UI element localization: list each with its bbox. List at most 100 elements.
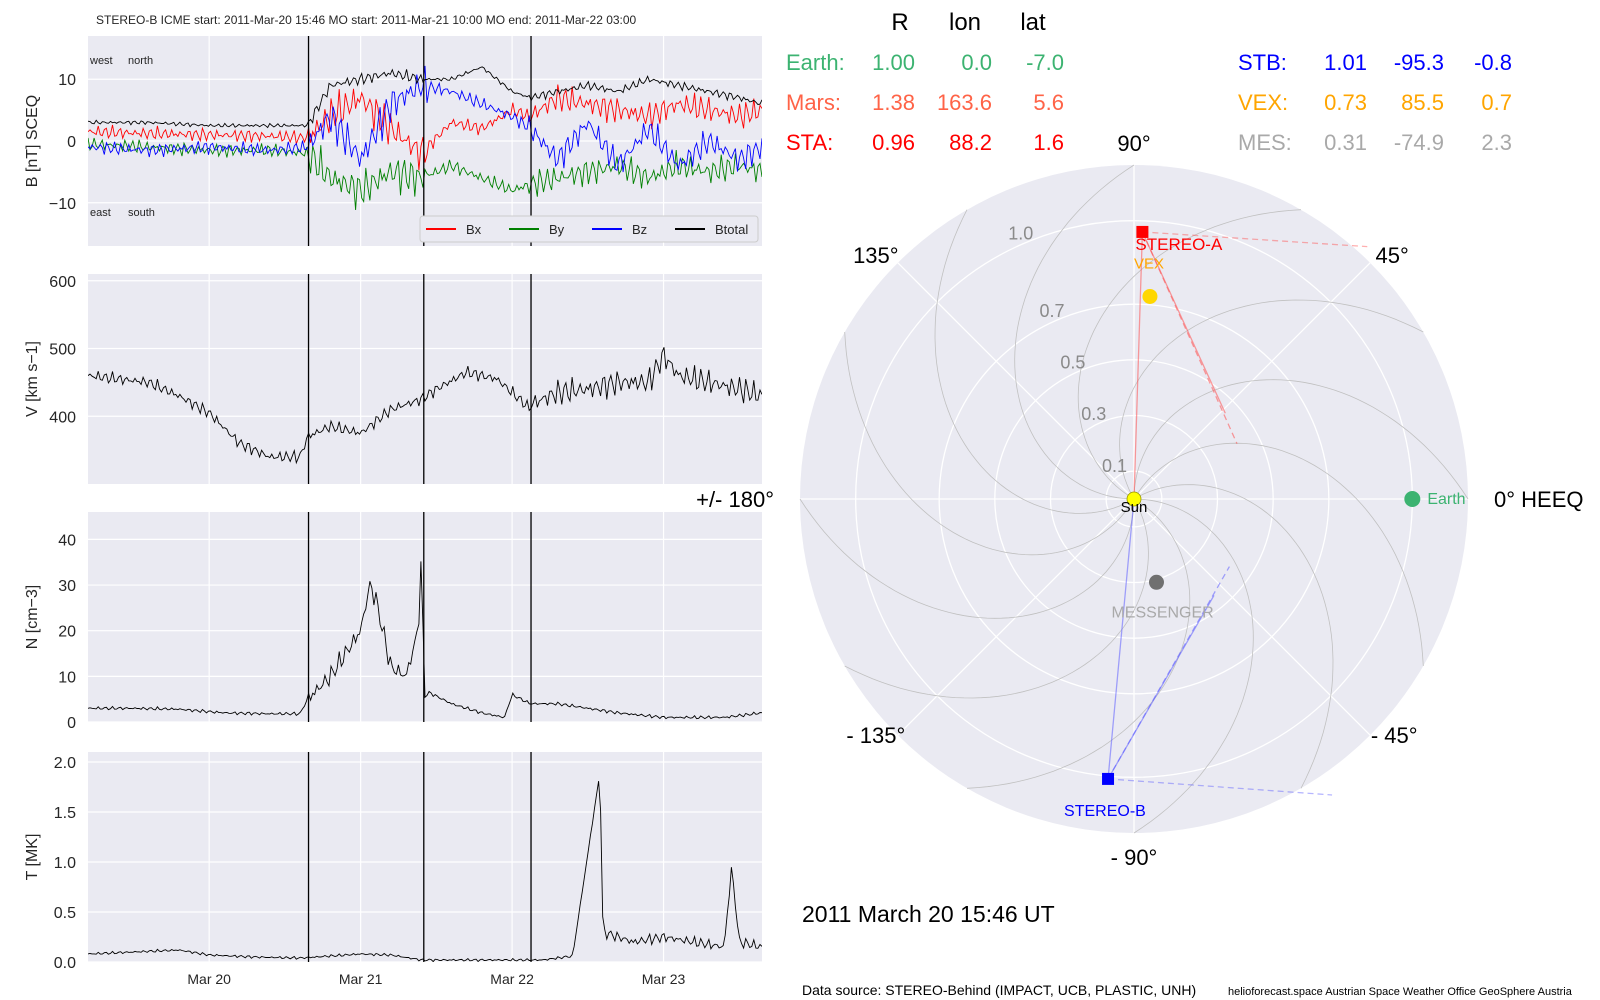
row-lat: -7.0	[1026, 50, 1064, 75]
table-header: R	[891, 9, 908, 36]
stereo-b-label: STEREO-B	[1064, 803, 1146, 820]
angle-label: 0° HEEQ	[1494, 487, 1584, 512]
row-r: 0.31	[1324, 130, 1367, 155]
annotation-north: north	[128, 55, 153, 67]
stereo-a-marker	[1136, 225, 1149, 238]
series-group	[88, 561, 762, 720]
row-lon: 88.2	[949, 130, 992, 155]
annotation-east: east	[90, 207, 111, 219]
legend-label-btotal: Btotal	[715, 222, 748, 237]
spiral-arc	[934, 209, 1135, 514]
sun-line	[1107, 498, 1135, 779]
y-tick-label: 0.5	[54, 905, 76, 922]
row-lon: 163.6	[937, 90, 992, 115]
messenger-marker	[1148, 574, 1164, 590]
x-tick-label: Mar 23	[642, 971, 686, 987]
plot-background	[88, 274, 762, 484]
radial-label: 0.7	[1040, 301, 1065, 321]
earth-label: Earth	[1427, 491, 1465, 508]
v-panel: 400 500 600 V [km s−1]	[24, 274, 762, 484]
angle-label: - 45°	[1371, 723, 1418, 748]
series-group	[88, 347, 762, 465]
messenger-label: MESSENGER	[1111, 604, 1213, 621]
y-tick-label: 10	[58, 669, 76, 686]
y-axis-label: B [nT] SCEQ	[24, 95, 41, 187]
sun-label: Sun	[1121, 499, 1148, 516]
row-lat: 1.6	[1033, 130, 1064, 155]
plot-background	[88, 752, 762, 962]
row-name: STA:	[786, 130, 833, 155]
y-tick-label: 0	[67, 715, 76, 732]
fov-lines-stereo-b	[1107, 498, 1333, 796]
x-tick-label: Mar 22	[490, 971, 534, 987]
y-tick-label: 600	[49, 274, 76, 291]
sun-line	[1133, 231, 1144, 500]
angle-label: - 135°	[846, 723, 905, 748]
row-name: STB:	[1238, 50, 1287, 75]
row-lat: 0.7	[1481, 90, 1512, 115]
row-name: MES:	[1238, 130, 1292, 155]
y-tick-label: 400	[49, 409, 76, 426]
fov-line	[1141, 231, 1226, 414]
legend-box	[419, 215, 759, 243]
stereo-b-marker	[1102, 772, 1115, 785]
vex-marker	[1142, 288, 1158, 304]
spiral-arc	[1077, 209, 1302, 500]
spiral-arc	[1119, 299, 1424, 500]
table-row: STB: 1.01 -95.3 -0.8	[1238, 50, 1512, 75]
series-group	[88, 781, 762, 962]
y-tick-label: −10	[49, 196, 76, 213]
spiral-arc	[1133, 498, 1254, 834]
radial-label: 0.3	[1081, 404, 1106, 424]
angle-label: 135°	[853, 243, 899, 268]
x-tick-label: Mar 20	[187, 971, 231, 987]
credits: helioforecast.space Austrian Space Weath…	[1228, 986, 1573, 998]
y-tick-label: 0.0	[54, 955, 76, 972]
table-row: VEX: 0.73 85.5 0.7	[1238, 90, 1512, 115]
series-line-value	[88, 347, 762, 465]
angle-label: 45°	[1376, 243, 1409, 268]
x-axis: Mar 20 Mar 21 Mar 22 Mar 23	[187, 971, 685, 987]
fov-lines-stereo-a	[1133, 231, 1368, 500]
y-tick-label: 1.5	[54, 805, 76, 822]
row-lat: 2.3	[1481, 130, 1512, 155]
row-lat: 5.6	[1033, 90, 1064, 115]
legend-label-bx: Bx	[466, 222, 482, 237]
spiral-arc	[1133, 442, 1424, 667]
y-tick-label: 20	[58, 624, 76, 641]
parker-spirals	[799, 164, 1469, 834]
sun-marker	[1126, 491, 1142, 507]
y-tick-label: 1.0	[54, 855, 76, 872]
b-panel: −10 0 10 B [nT] SCEQ	[24, 36, 762, 246]
plot-title: STEREO-B ICME start: 2011-Mar-20 15:46 M…	[96, 13, 637, 27]
spiral-arc	[844, 331, 1135, 556]
angle-label: 90°	[1117, 131, 1150, 156]
fov-line	[1141, 231, 1238, 445]
table-row: STA: 0.96 88.2 1.6	[786, 130, 1064, 155]
y-tick-label: 0	[67, 134, 76, 151]
series-line-value	[88, 561, 762, 720]
angle-label: - 90°	[1111, 845, 1158, 870]
radial-label: 1.0	[1008, 224, 1033, 244]
table-row: Earth: 1.00 0.0 -7.0	[786, 50, 1064, 75]
legend-label-bz: Bz	[632, 222, 647, 237]
row-lon: 85.5	[1401, 90, 1444, 115]
row-name: VEX:	[1238, 90, 1288, 115]
table-row: MES: 0.31 -74.9 2.3	[1238, 130, 1512, 155]
fov-line	[1107, 595, 1215, 780]
y-axis-label: N [cm−3]	[24, 585, 41, 649]
y-tick-label: 500	[49, 342, 76, 359]
tangent-line	[1142, 231, 1368, 248]
row-name: Earth:	[786, 50, 845, 75]
spiral-arc	[1133, 379, 1469, 500]
y-tick-label: 10	[58, 72, 76, 89]
table-row: Mars: 1.38 163.6 5.6	[786, 90, 1064, 115]
series-line-btotal	[88, 66, 762, 129]
x-tick-label: Mar 21	[339, 971, 383, 987]
row-r: 0.96	[872, 130, 915, 155]
b-panel-annotations: west north east south Bx By Bz Btotal	[89, 55, 759, 243]
y-tick-label: 2.0	[54, 755, 76, 772]
series-group	[88, 65, 762, 211]
row-name: Mars:	[786, 90, 841, 115]
